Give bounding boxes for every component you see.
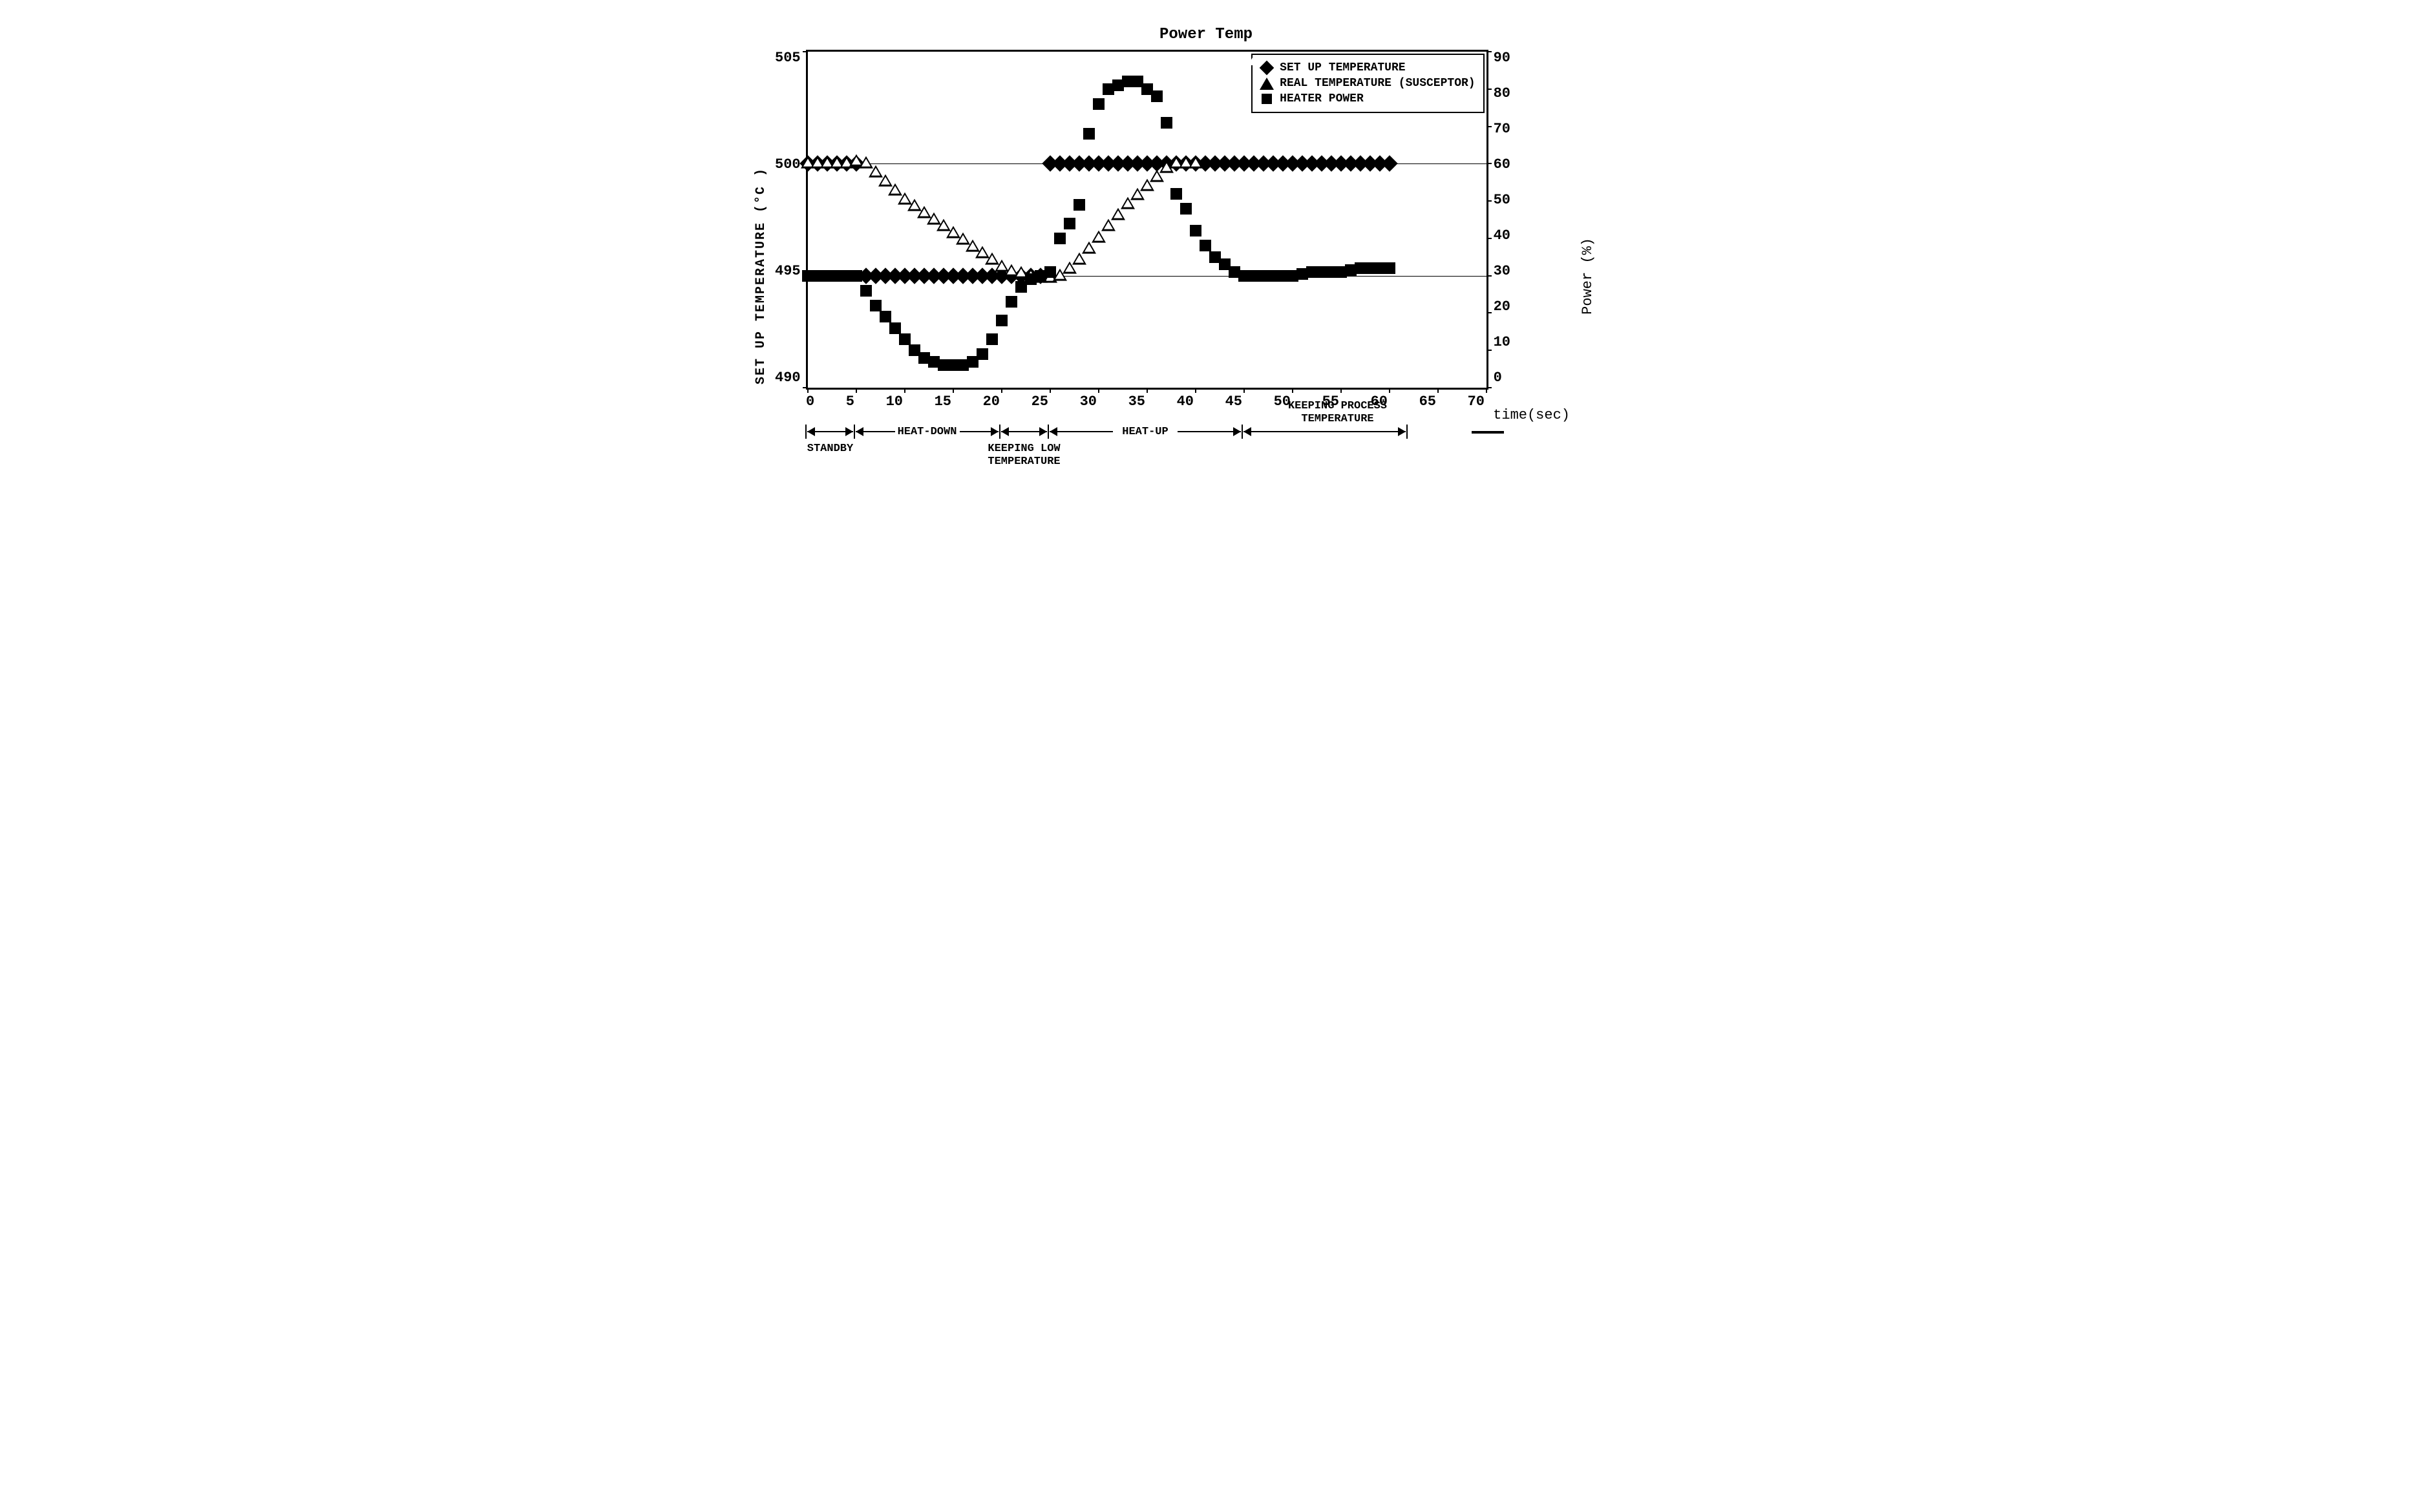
- data-point-heater_power: [996, 315, 1008, 326]
- legend: SET UP TEMPERATURE REAL TEMPERATURE (SUS…: [1251, 54, 1484, 113]
- y-tick-right: 20: [1494, 299, 1510, 315]
- data-point-heater_power: [899, 333, 911, 345]
- data-point-heater_power: [1074, 199, 1085, 211]
- data-point-heater_power: [889, 322, 901, 334]
- legend-item-real: REAL TEMPERATURE (SUSCEPTOR): [1260, 77, 1475, 90]
- data-point-real_temperature: [1111, 208, 1125, 220]
- phase-trailing-dash: [1472, 431, 1504, 434]
- legend-label: SET UP TEMPERATURE: [1280, 61, 1405, 74]
- data-point-heater_power: [1044, 266, 1056, 278]
- data-point-heater_power: [1384, 262, 1395, 274]
- phase-arrow: [1001, 431, 1047, 432]
- plot-area: SET UP TEMPERATURE REAL TEMPERATURE (SUS…: [806, 50, 1488, 390]
- data-point-heater_power: [1190, 225, 1201, 236]
- phase-arrow: [1243, 431, 1406, 432]
- data-point-heater_power: [1083, 128, 1095, 140]
- phase-divider: [1406, 425, 1408, 439]
- data-point-heater_power: [1200, 240, 1211, 251]
- legend-item-power: HEATER POWER: [1260, 92, 1475, 105]
- y-tick-left: 505: [775, 50, 801, 66]
- y-tick-right: 90: [1494, 50, 1510, 66]
- y-tick-right: 10: [1494, 334, 1510, 350]
- data-point-heater_power: [860, 285, 872, 297]
- data-point-set_up_temperature: [1381, 156, 1397, 172]
- data-point-heater_power: [1064, 218, 1075, 229]
- data-point-heater_power: [1006, 296, 1017, 308]
- phase-divider: [1048, 425, 1049, 439]
- phase-divider: [999, 425, 1000, 439]
- y-tick-right: 50: [1494, 192, 1510, 208]
- y-axis-left-label: SET UP TEMPERATURE (°C ): [754, 167, 768, 384]
- y-ticks-left: 505 500 495 490: [775, 50, 806, 386]
- data-point-heater_power: [1161, 117, 1172, 129]
- diamond-icon: [1260, 61, 1273, 74]
- y-tick-right: 80: [1494, 85, 1510, 101]
- data-point-heater_power: [1054, 233, 1066, 244]
- phase-label: HEAT-DOWN: [895, 426, 960, 439]
- phase-label: STANDBY: [787, 443, 874, 456]
- data-point-real_temperature: [1082, 242, 1096, 254]
- data-point-real_temperature: [1189, 156, 1203, 169]
- chart-title: Power Temp: [754, 26, 1658, 43]
- x-axis-label: time(sec): [775, 407, 1570, 423]
- data-point-heater_power: [1151, 90, 1163, 102]
- phase-divider: [1242, 425, 1243, 439]
- legend-label: REAL TEMPERATURE (SUSCEPTOR): [1280, 77, 1475, 90]
- chart-container: Power Temp SET UP TEMPERATURE (°C ) 5055…: [754, 26, 1658, 502]
- y-tick-right: 30: [1494, 263, 1510, 279]
- data-point-heater_power: [1180, 203, 1192, 215]
- y-tick-right: 60: [1494, 156, 1510, 173]
- phase-row: STANDBYHEAT-DOWNKEEPING LOW TEMPERATUREH…: [806, 431, 1485, 502]
- y-tick-right: 70: [1494, 121, 1510, 137]
- data-point-real_temperature: [1092, 230, 1106, 242]
- data-point-real_temperature: [1101, 219, 1116, 231]
- data-point-heater_power: [1170, 188, 1182, 200]
- plot-with-axes: 505500495490 SET UP TEMPERATURE REAL TEM…: [775, 50, 1570, 502]
- data-point-real_temperature: [1072, 253, 1086, 265]
- y-tick-left: 500: [775, 156, 801, 173]
- phase-label: HEAT-UP: [1113, 426, 1178, 439]
- data-point-heater_power: [870, 300, 882, 311]
- square-icon: [1260, 92, 1273, 105]
- data-point-heater_power: [977, 348, 988, 360]
- legend-item-setup: SET UP TEMPERATURE: [1260, 61, 1475, 74]
- y-tick-left: 495: [775, 263, 801, 279]
- y-tick-right: 40: [1494, 227, 1510, 244]
- triangle-icon: [1260, 77, 1273, 90]
- phase-label: KEEPING PROCESS TEMPERATURE: [1242, 400, 1433, 426]
- y-tick-left: 490: [775, 370, 801, 386]
- y-tick-right: 0: [1494, 370, 1502, 386]
- data-point-heater_power: [880, 311, 891, 322]
- data-point-heater_power: [851, 270, 862, 282]
- y-axis-right-label: Power (%): [1580, 238, 1596, 315]
- y-ticks-right: 90 80 70 60 50 40 30 20 10 0: [1488, 50, 1510, 386]
- data-point-heater_power: [986, 333, 998, 345]
- plot-wrapper: SET UP TEMPERATURE (°C ) 505500495490 SE…: [754, 50, 1658, 502]
- phase-divider: [805, 425, 807, 439]
- data-point-heater_power: [1093, 98, 1105, 110]
- phase-label: KEEPING LOW TEMPERATURE: [980, 443, 1068, 469]
- legend-label: HEATER POWER: [1280, 92, 1364, 105]
- phase-arrow: [807, 431, 853, 432]
- phase-divider: [854, 425, 855, 439]
